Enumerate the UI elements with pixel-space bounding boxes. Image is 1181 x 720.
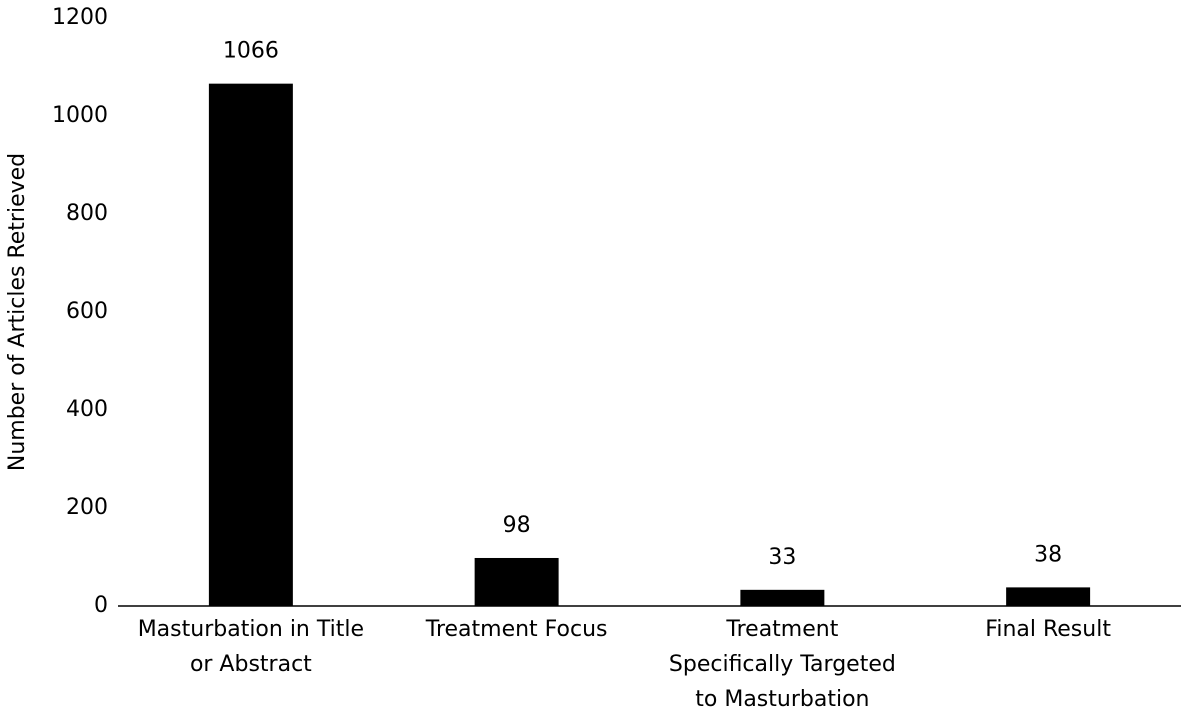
- value-label: 38: [1034, 542, 1062, 567]
- y-tick-label: 1000: [52, 103, 108, 128]
- x-tick-label: Final Result: [985, 617, 1111, 642]
- bar: [474, 557, 559, 606]
- x-tick-label: Masturbation in Title or Abstract: [137, 617, 365, 677]
- value-label: 98: [503, 513, 531, 538]
- bar: [740, 589, 825, 606]
- y-tick-label: 800: [66, 201, 108, 226]
- y-tick-label: 400: [66, 397, 108, 422]
- bar: [208, 83, 293, 606]
- y-tick-label: 600: [66, 299, 108, 324]
- x-tick-label: Treatment Specifically Targeted to Mastu…: [668, 617, 896, 712]
- value-label: 33: [768, 545, 796, 570]
- value-label: 1066: [223, 39, 279, 64]
- y-axis-label: Number of Articles Retrieved: [5, 153, 30, 471]
- y-tick-label: 0: [94, 593, 108, 618]
- x-tick-label: Treatment Focus: [425, 617, 608, 642]
- y-tick-label: 1200: [52, 5, 108, 30]
- bar: [1006, 587, 1091, 606]
- y-tick-label: 200: [66, 495, 108, 520]
